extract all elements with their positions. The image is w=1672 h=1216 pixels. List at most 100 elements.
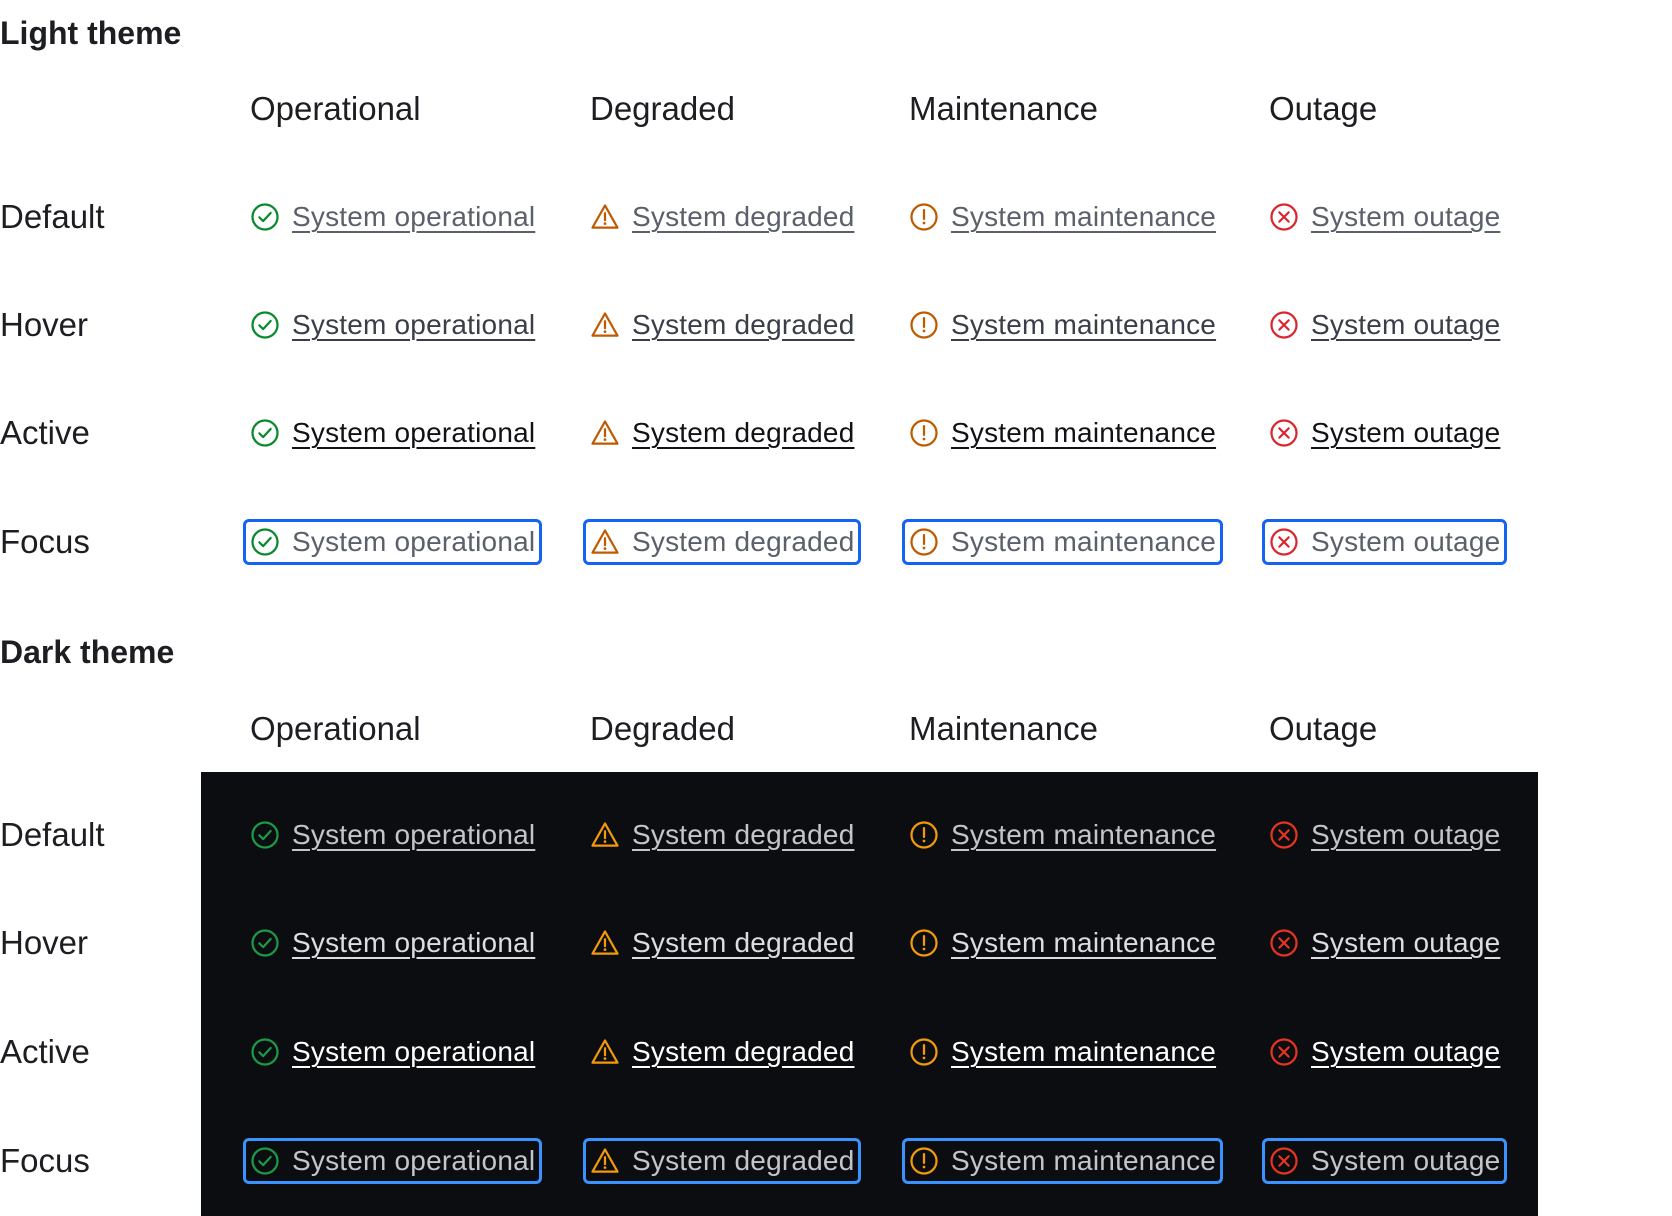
warning-triangle-icon	[590, 527, 620, 557]
column-header-operational: Operational	[250, 90, 421, 127]
x-circle-icon	[1269, 202, 1299, 232]
column-header-maintenance: Maintenance	[909, 90, 1098, 127]
status-link-label: System operational	[292, 927, 536, 958]
row-label-hover: Hover	[0, 306, 89, 343]
status-link-label: System operational	[292, 819, 536, 850]
column-header-outage: Outage	[1269, 90, 1378, 127]
status-link-label: System maintenance	[951, 819, 1217, 850]
dark-theme-panel	[201, 772, 1538, 1216]
row-label-hover: Hover	[0, 924, 89, 961]
status-link-outage-hover[interactable]: System outage	[1262, 920, 1507, 966]
status-link-degraded-focus[interactable]: System degraded	[583, 519, 862, 565]
status-link-outage-focus[interactable]: System outage	[1262, 519, 1508, 565]
status-link-label: System outage	[1311, 201, 1501, 232]
row-label-focus: Focus	[0, 523, 90, 560]
status-link-label: System outage	[1311, 927, 1501, 958]
status-link-operational-focus[interactable]: System operational	[243, 1138, 543, 1184]
x-circle-icon	[1269, 310, 1299, 340]
status-link-label: System maintenance	[951, 309, 1217, 340]
status-link-outage-default[interactable]: System outage	[1262, 194, 1507, 240]
column-header-maintenance: Maintenance	[909, 710, 1098, 747]
status-link-label: System operational	[292, 1145, 536, 1176]
status-link-operational-hover[interactable]: System operational	[243, 302, 542, 348]
status-link-outage-active[interactable]: System outage	[1262, 1029, 1507, 1075]
row-label-default: Default	[0, 816, 105, 853]
check-circle-icon	[250, 1146, 280, 1176]
status-link-degraded-active[interactable]: System degraded	[583, 410, 861, 456]
status-link-maintenance-default[interactable]: System maintenance	[902, 812, 1223, 858]
status-link-label: System degraded	[632, 819, 855, 850]
x-circle-icon	[1269, 928, 1299, 958]
status-link-label: System maintenance	[951, 1036, 1217, 1067]
check-circle-icon	[250, 310, 280, 340]
warning-triangle-icon	[590, 202, 620, 232]
status-link-label: System outage	[1311, 819, 1501, 850]
status-link-maintenance-hover[interactable]: System maintenance	[902, 920, 1223, 966]
exclamation-circle-icon	[909, 820, 939, 850]
x-circle-icon	[1269, 527, 1299, 557]
column-header-degraded: Degraded	[590, 710, 735, 747]
x-circle-icon	[1269, 1037, 1299, 1067]
status-link-label: System operational	[292, 309, 536, 340]
warning-triangle-icon	[590, 418, 620, 448]
exclamation-circle-icon	[909, 202, 939, 232]
exclamation-circle-icon	[909, 928, 939, 958]
status-link-degraded-default[interactable]: System degraded	[583, 194, 861, 240]
status-link-operational-focus[interactable]: System operational	[243, 519, 543, 565]
status-link-maintenance-default[interactable]: System maintenance	[902, 194, 1223, 240]
status-link-degraded-hover[interactable]: System degraded	[583, 920, 861, 966]
status-link-label: System outage	[1311, 526, 1501, 557]
status-link-maintenance-hover[interactable]: System maintenance	[902, 302, 1223, 348]
status-link-label: System outage	[1311, 417, 1501, 448]
status-link-label: System operational	[292, 1036, 536, 1067]
status-link-degraded-default[interactable]: System degraded	[583, 812, 861, 858]
warning-triangle-icon	[590, 1146, 620, 1176]
status-link-outage-hover[interactable]: System outage	[1262, 302, 1507, 348]
status-link-maintenance-focus[interactable]: System maintenance	[902, 519, 1224, 565]
status-link-degraded-focus[interactable]: System degraded	[583, 1138, 862, 1184]
section-title: Light theme	[0, 15, 182, 51]
status-link-operational-default[interactable]: System operational	[243, 812, 542, 858]
status-link-degraded-active[interactable]: System degraded	[583, 1029, 861, 1075]
column-header-operational: Operational	[250, 710, 421, 747]
status-link-label: System maintenance	[951, 1145, 1217, 1176]
check-circle-icon	[250, 928, 280, 958]
status-link-label: System degraded	[632, 927, 855, 958]
status-link-label: System degraded	[632, 309, 855, 340]
status-link-label: System maintenance	[951, 201, 1217, 232]
status-link-label: System maintenance	[951, 417, 1217, 448]
status-link-label: System outage	[1311, 309, 1501, 340]
check-circle-icon	[250, 820, 280, 850]
status-link-operational-hover[interactable]: System operational	[243, 920, 542, 966]
status-link-label: System operational	[292, 417, 536, 448]
status-link-label: System operational	[292, 201, 536, 232]
status-link-operational-active[interactable]: System operational	[243, 1029, 542, 1075]
x-circle-icon	[1269, 418, 1299, 448]
warning-triangle-icon	[590, 310, 620, 340]
warning-triangle-icon	[590, 820, 620, 850]
status-link-operational-default[interactable]: System operational	[243, 194, 542, 240]
column-header-degraded: Degraded	[590, 90, 735, 127]
row-label-focus: Focus	[0, 1142, 90, 1179]
status-link-label: System maintenance	[951, 526, 1217, 557]
status-link-label: System degraded	[632, 201, 855, 232]
check-circle-icon	[250, 418, 280, 448]
warning-triangle-icon	[590, 1037, 620, 1067]
status-link-maintenance-active[interactable]: System maintenance	[902, 1029, 1223, 1075]
status-link-outage-active[interactable]: System outage	[1262, 410, 1507, 456]
status-link-label: System degraded	[632, 1036, 855, 1067]
status-link-label: System degraded	[632, 417, 855, 448]
status-link-operational-active[interactable]: System operational	[243, 410, 542, 456]
status-link-maintenance-active[interactable]: System maintenance	[902, 410, 1223, 456]
status-link-maintenance-focus[interactable]: System maintenance	[902, 1138, 1224, 1184]
status-link-degraded-hover[interactable]: System degraded	[583, 302, 861, 348]
check-circle-icon	[250, 527, 280, 557]
status-link-label: System degraded	[632, 1145, 855, 1176]
row-label-default: Default	[0, 198, 105, 235]
row-label-active: Active	[0, 1033, 90, 1070]
status-link-outage-focus[interactable]: System outage	[1262, 1138, 1508, 1184]
exclamation-circle-icon	[909, 310, 939, 340]
status-link-outage-default[interactable]: System outage	[1262, 812, 1507, 858]
section-title: Dark theme	[0, 634, 175, 670]
status-link-label: System degraded	[632, 526, 855, 557]
